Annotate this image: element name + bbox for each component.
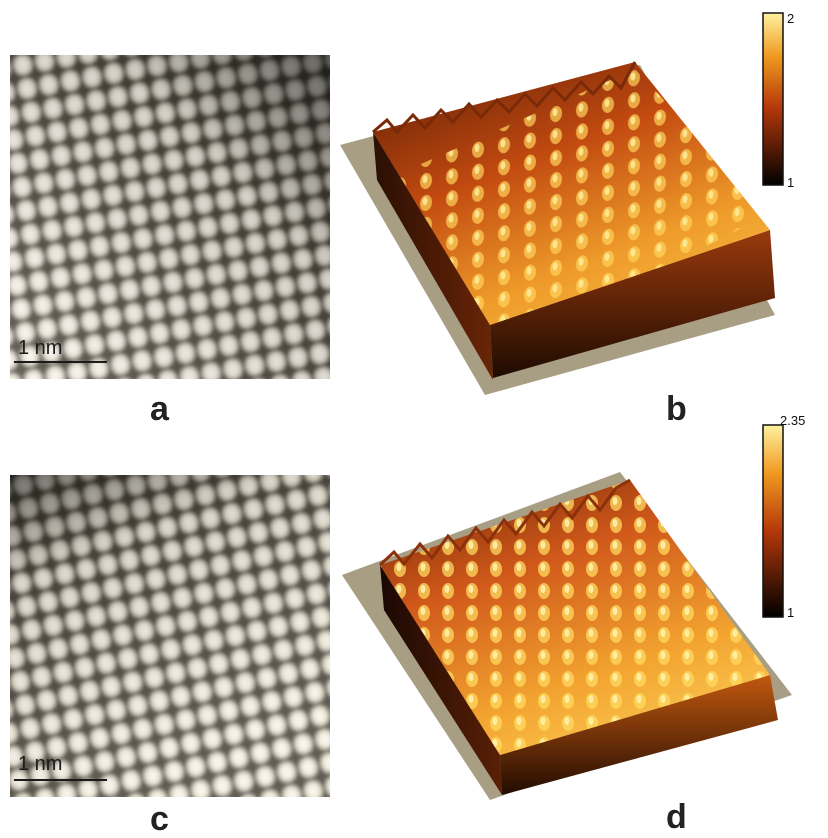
colorbar-b-max: 2 — [787, 11, 795, 26]
colorbar-d-min: 1 — [787, 605, 795, 620]
panel-label-a: a — [150, 390, 169, 428]
scale-bar-label-c: 1 nm — [18, 753, 63, 775]
colorbar-d — [762, 424, 784, 618]
surface-3d-b — [340, 61, 775, 395]
scale-bar-c — [14, 779, 107, 781]
colorbar-b — [762, 12, 784, 186]
stm-image-a — [10, 55, 330, 379]
surface-3d-d — [342, 472, 792, 800]
colorbar-b-min: 1 — [787, 175, 795, 190]
panel-label-d: d — [666, 798, 687, 836]
stm-image-c — [10, 475, 330, 797]
scale-bar-label-a: 1 nm — [18, 337, 63, 359]
scale-bar-a — [14, 361, 107, 363]
colorbar-d-max: 2.35 — [780, 413, 806, 428]
panel-label-c: c — [150, 800, 169, 838]
panel-label-b: b — [666, 390, 687, 428]
